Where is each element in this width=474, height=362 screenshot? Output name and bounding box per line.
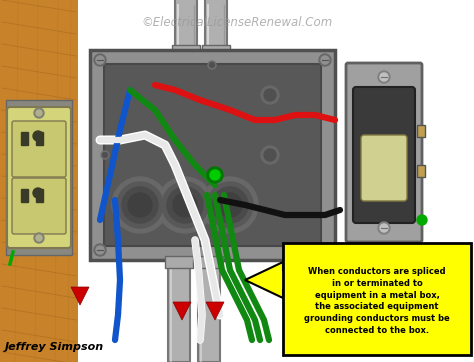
- Circle shape: [264, 149, 276, 161]
- Circle shape: [207, 167, 223, 183]
- Bar: [283, 243, 471, 355]
- Bar: [417, 125, 425, 137]
- Circle shape: [202, 177, 258, 233]
- Bar: [175, 0, 197, 70]
- Bar: [195, 256, 223, 268]
- Circle shape: [34, 108, 44, 118]
- Bar: [165, 256, 193, 268]
- Circle shape: [378, 71, 390, 83]
- Bar: [202, 45, 230, 55]
- FancyBboxPatch shape: [7, 107, 71, 248]
- Polygon shape: [173, 302, 191, 320]
- Bar: [36, 132, 43, 145]
- Circle shape: [36, 110, 42, 116]
- Circle shape: [157, 177, 213, 233]
- Circle shape: [261, 146, 279, 164]
- Circle shape: [321, 56, 329, 64]
- Circle shape: [94, 54, 106, 66]
- Circle shape: [210, 63, 215, 67]
- Circle shape: [33, 131, 43, 141]
- Circle shape: [128, 193, 152, 217]
- Bar: [21, 189, 28, 202]
- Bar: [36, 189, 43, 202]
- Circle shape: [319, 244, 331, 256]
- Circle shape: [380, 73, 388, 81]
- FancyBboxPatch shape: [12, 121, 66, 177]
- Bar: [205, 0, 227, 70]
- Bar: [0, 0, 78, 362]
- Bar: [172, 45, 200, 55]
- Bar: [198, 243, 220, 362]
- Circle shape: [117, 182, 163, 228]
- Circle shape: [264, 89, 276, 101]
- Circle shape: [34, 233, 44, 243]
- Circle shape: [380, 224, 388, 232]
- Circle shape: [208, 61, 216, 69]
- Bar: [21, 132, 28, 145]
- Polygon shape: [245, 262, 471, 298]
- FancyBboxPatch shape: [12, 178, 66, 234]
- Circle shape: [207, 182, 253, 228]
- Bar: [104, 64, 321, 246]
- Circle shape: [112, 177, 168, 233]
- Circle shape: [167, 187, 203, 223]
- Polygon shape: [206, 302, 224, 320]
- Circle shape: [96, 246, 104, 254]
- Text: ©ElectricalLicenseRenewal.Com: ©ElectricalLicenseRenewal.Com: [141, 16, 333, 29]
- Circle shape: [417, 215, 427, 225]
- Circle shape: [33, 188, 43, 198]
- Circle shape: [210, 170, 220, 180]
- Circle shape: [122, 187, 158, 223]
- Circle shape: [162, 182, 208, 228]
- Circle shape: [218, 193, 242, 217]
- FancyBboxPatch shape: [353, 87, 415, 223]
- Circle shape: [261, 86, 279, 104]
- Circle shape: [96, 56, 104, 64]
- Bar: [6, 100, 72, 255]
- Text: Jeffrey Simpson: Jeffrey Simpson: [5, 342, 104, 352]
- Circle shape: [173, 193, 197, 217]
- FancyBboxPatch shape: [361, 135, 407, 201]
- Circle shape: [101, 151, 109, 159]
- Circle shape: [94, 244, 106, 256]
- Circle shape: [102, 152, 108, 157]
- Polygon shape: [71, 287, 89, 305]
- Circle shape: [319, 54, 331, 66]
- Text: When conductors are spliced
in or terminated to
equipment in a metal box,
the as: When conductors are spliced in or termin…: [304, 267, 450, 335]
- Circle shape: [378, 222, 390, 234]
- Circle shape: [36, 235, 42, 241]
- FancyBboxPatch shape: [346, 63, 422, 242]
- Bar: [417, 165, 425, 177]
- Bar: [90, 50, 335, 260]
- Bar: [168, 243, 190, 362]
- Circle shape: [212, 187, 248, 223]
- Circle shape: [321, 246, 329, 254]
